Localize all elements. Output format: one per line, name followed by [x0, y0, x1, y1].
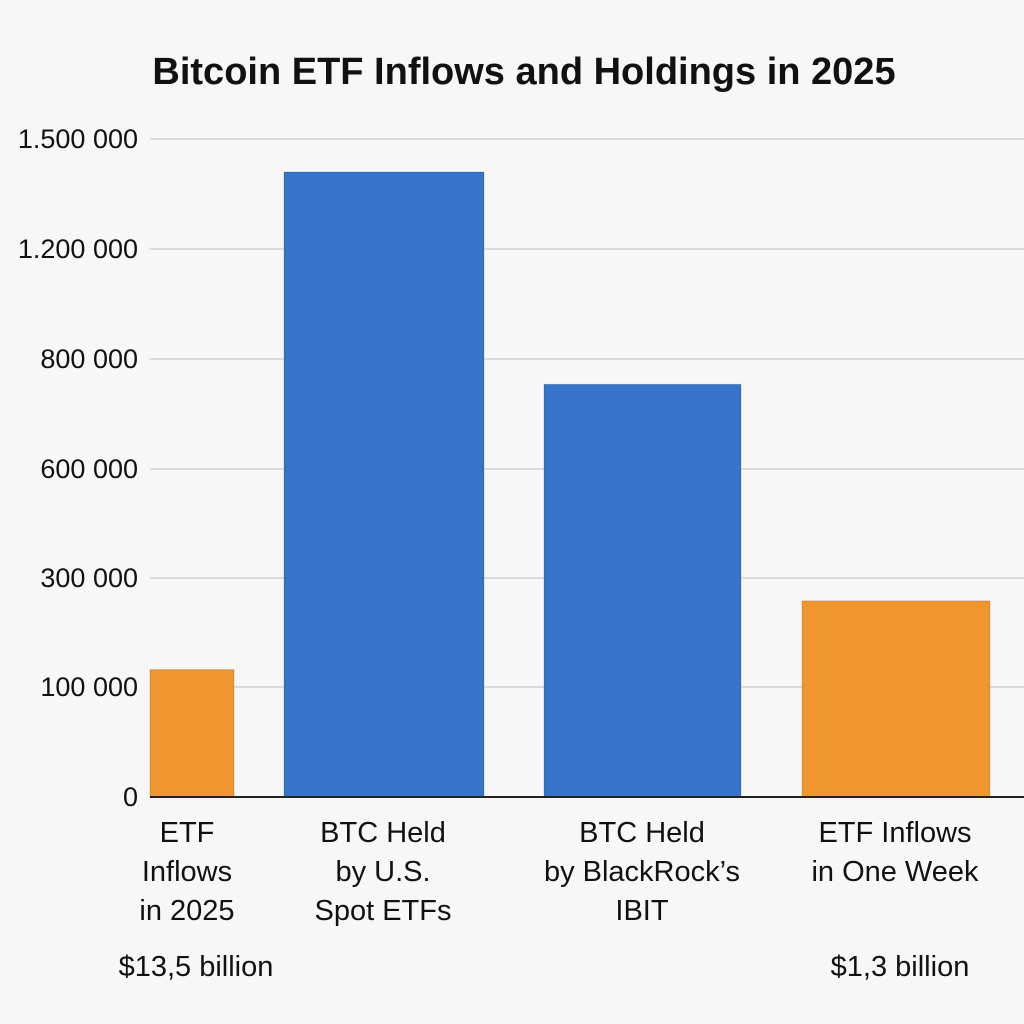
value-notes: $13,5 billion $1,3 billion: [119, 951, 970, 983]
bar: [149, 669, 235, 798]
y-tick-label: 100 000: [40, 672, 138, 702]
category-labels: ETF Inflows in 2025 BTC Held by U.S. Spot ETF…: [139, 817, 979, 927]
bars: [149, 171, 991, 798]
y-tick-label: 1.500 000: [18, 124, 138, 154]
x-category-label: ETF Inflows in 2025: [139, 817, 234, 927]
y-axis-ticks: 0 100 000 300 000 600 000 800 000 1.200 000 1.…: [18, 124, 138, 812]
y-tick-label: 300 000: [40, 563, 138, 593]
x-category-label: ETF Inflows in One Week: [811, 817, 979, 888]
x-category-label: BTC Held by U.S. Spot ETFs: [315, 817, 452, 927]
chart-title: Bitcoin ETF Inflows and Holdings in 2025: [152, 51, 895, 93]
value-note: $13,5 billion: [119, 951, 274, 983]
value-note: $1,3 billion: [831, 951, 970, 983]
y-tick-label: 800 000: [40, 344, 138, 374]
y-tick-label: 0: [123, 782, 138, 812]
y-tick-label: 1.200 000: [18, 234, 138, 264]
bar: [283, 171, 485, 798]
bar: [801, 600, 991, 798]
y-tick-label: 600 000: [40, 454, 138, 484]
x-category-label: BTC Held by BlackRock’s IBIT: [544, 817, 740, 927]
bar: [543, 383, 742, 798]
